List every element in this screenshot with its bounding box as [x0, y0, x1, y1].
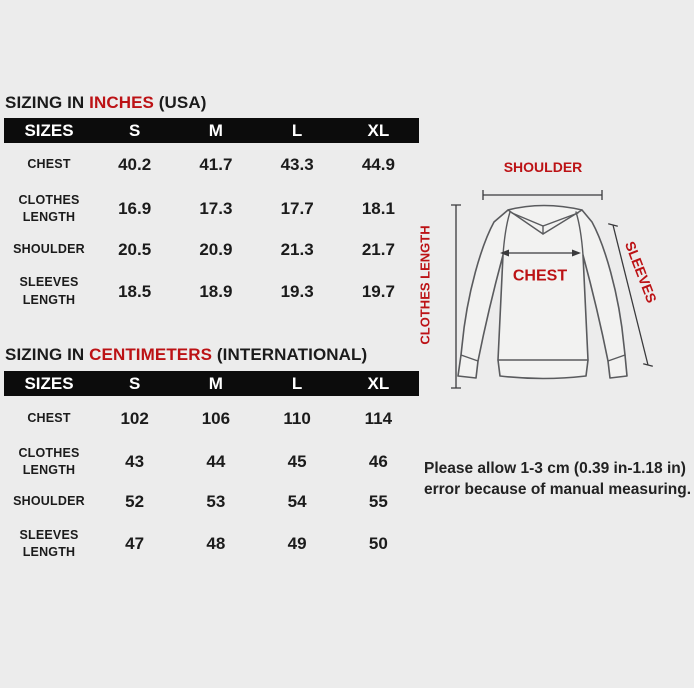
title-unit-inches: INCHES [89, 93, 154, 112]
column-header-l: L [291, 120, 303, 140]
value-m: 48 [206, 534, 226, 553]
sleeves-measure-line [608, 223, 653, 367]
chest-arrowhead-right [572, 249, 581, 257]
value-s: 52 [125, 492, 145, 511]
sweater-outline [457, 204, 628, 380]
row-label: SLEEVES LENGTH [19, 527, 79, 560]
centimeters-size-table: SIZES S M L XL CHEST 102 106 110 114 CLO… [4, 371, 419, 567]
note-line-1: Please allow 1-3 cm (0.39 in-1.18 in) [424, 460, 686, 477]
value-l: 43.3 [280, 154, 314, 174]
value-xl: 46 [368, 452, 388, 471]
value-m: 53 [206, 492, 226, 511]
row-label: CHEST [27, 156, 71, 171]
title-prefix: SIZING IN [5, 345, 90, 364]
value-xl: 21.7 [361, 240, 395, 259]
row-label: CHEST [27, 410, 71, 425]
table-row-clothes-length: CLOTHES LENGTH 43 44 45 46 [4, 441, 419, 483]
row-label: CLOTHES LENGTH [18, 192, 80, 225]
sweater-measurement-diagram: SHOULDER CLOTHES LENGTH CHEST SLEEVES [418, 159, 660, 389]
value-l: 110 [283, 408, 311, 428]
value-m: 17.3 [199, 199, 233, 218]
value-m: 41.7 [199, 154, 233, 174]
centimeters-section-title: SIZING IN CENTIMETERS (INTERNATIONAL) [5, 345, 367, 365]
column-header-l: L [291, 373, 303, 393]
value-xl: 18.1 [361, 199, 395, 218]
value-s: 102 [120, 408, 149, 428]
right-raglan-seam [575, 211, 584, 256]
value-xl: 50 [368, 534, 388, 553]
value-s: 18.5 [118, 281, 152, 301]
value-xl: 19.7 [361, 281, 395, 301]
value-m: 20.9 [199, 240, 233, 259]
title-unit-centimeters: CENTIMETERS [89, 345, 213, 364]
column-header-xl: XL [367, 373, 390, 393]
table-header-row: SIZES S M L XL [4, 118, 419, 143]
value-xl: 55 [368, 492, 388, 511]
inches-size-table: SIZES S M L XL CHEST 40.2 41.7 43.3 44.9… [4, 118, 419, 315]
table-row-chest: CHEST 40.2 41.7 43.3 44.9 [4, 143, 419, 186]
value-m: 18.9 [199, 281, 233, 301]
column-header-s: S [128, 120, 141, 140]
left-cuff-line [460, 354, 479, 362]
title-prefix: SIZING IN [5, 93, 90, 112]
value-l: 19.3 [280, 281, 314, 301]
value-xl: 114 [364, 408, 393, 428]
column-header-xl: XL [367, 120, 390, 140]
table-row-sleeves-length: SLEEVES LENGTH 18.5 18.9 19.3 19.7 [4, 268, 419, 315]
table-row-shoulder: SHOULDER 52 53 54 55 [4, 483, 419, 521]
column-header-m: M [208, 120, 223, 140]
clothes-length-label: CLOTHES LENGTH [418, 225, 433, 344]
shoulder-label: SHOULDER [504, 159, 583, 175]
column-header-s: S [128, 373, 141, 393]
table-row-clothes-length: CLOTHES LENGTH 16.9 17.3 17.7 18.1 [4, 186, 419, 232]
value-s: 16.9 [118, 199, 152, 218]
title-suffix: (USA) [153, 93, 207, 112]
value-m: 106 [201, 408, 231, 428]
table-header-row: SIZES S M L XL [4, 371, 419, 396]
row-label: SHOULDER [13, 494, 85, 509]
right-cuff-line [607, 354, 626, 362]
value-l: 17.7 [280, 199, 314, 218]
column-header-sizes: SIZES [24, 120, 74, 140]
value-m: 44 [206, 452, 226, 471]
table-row-sleeves-length: SLEEVES LENGTH 47 48 49 50 [4, 521, 419, 567]
column-header-sizes: SIZES [24, 373, 74, 393]
value-l: 21.3 [280, 240, 314, 259]
column-header-m: M [208, 373, 223, 393]
chest-label: CHEST [513, 268, 567, 285]
table-row-chest: CHEST 102 106 110 114 [4, 396, 419, 441]
row-label: CLOTHES LENGTH [18, 445, 80, 478]
sleeves-label: SLEEVES [622, 239, 660, 305]
value-s: 43 [125, 452, 145, 471]
inches-section-title: SIZING IN INCHES (USA) [5, 93, 207, 113]
value-s: 40.2 [118, 154, 152, 174]
measuring-error-note: Please allow 1-3 cm (0.39 in-1.18 in) er… [424, 459, 692, 500]
title-suffix: (INTERNATIONAL) [212, 345, 368, 364]
value-s: 47 [125, 534, 145, 553]
value-l: 49 [287, 534, 307, 553]
value-s: 20.5 [118, 240, 152, 259]
shoulder-measure-line [482, 190, 603, 200]
note-line-2: error because of manual measuring. [424, 480, 692, 498]
clothes-length-measure-line [451, 204, 461, 389]
table-row-shoulder: SHOULDER 20.5 20.9 21.3 21.7 [4, 232, 419, 268]
chest-arrowhead-left [500, 249, 509, 257]
value-xl: 44.9 [361, 154, 395, 174]
value-l: 45 [287, 452, 307, 471]
row-label: SLEEVES LENGTH [19, 275, 79, 307]
left-raglan-seam [502, 211, 511, 256]
value-l: 54 [287, 492, 307, 511]
row-label: SHOULDER [13, 242, 85, 257]
